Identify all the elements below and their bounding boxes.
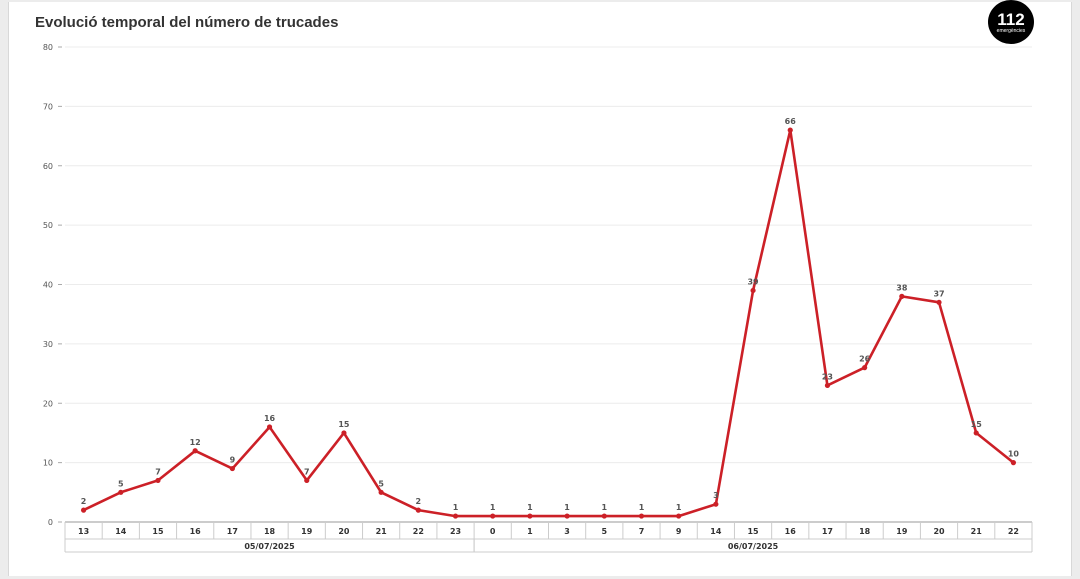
y-tick-label: 0 <box>48 518 53 527</box>
data-label: 1 <box>564 503 570 512</box>
data-point <box>750 287 756 294</box>
data-label: 2 <box>81 497 87 506</box>
x-tick-label: 16 <box>190 527 202 536</box>
y-tick-label: 40 <box>43 281 53 290</box>
data-label: 9 <box>230 456 236 465</box>
data-point <box>490 513 496 519</box>
x-tick-label: 7 <box>639 527 645 536</box>
chart-card <box>8 2 1072 576</box>
data-label: 15 <box>338 420 350 429</box>
data-point <box>415 507 421 513</box>
x-tick-label: 19 <box>896 527 908 536</box>
data-label: 1 <box>639 503 645 512</box>
x-tick-label: 3 <box>564 527 570 536</box>
x-tick-label: 14 <box>710 527 722 536</box>
series-line <box>83 128 1015 518</box>
data-point <box>713 501 719 507</box>
y-tick-label: 10 <box>43 459 53 468</box>
data-label: 39 <box>747 277 759 286</box>
data-label: 3 <box>713 491 719 500</box>
data-point <box>378 489 384 495</box>
data-label: 1 <box>453 503 459 512</box>
logo-subtitle: emergències <box>996 27 1026 34</box>
data-point <box>192 448 198 454</box>
x-tick-label: 21 <box>971 527 983 536</box>
data-label: 7 <box>304 467 310 476</box>
data-point <box>899 293 905 299</box>
data-point <box>676 513 682 519</box>
data-point <box>862 365 868 371</box>
data-point <box>304 477 310 484</box>
x-tick-label: 15 <box>747 527 759 536</box>
data-point <box>118 489 124 495</box>
x-tick-label: 0 <box>490 527 496 536</box>
y-tick-label: 60 <box>43 162 53 171</box>
x-tick-label: 16 <box>785 527 797 536</box>
x-tick-label: 15 <box>152 527 164 536</box>
data-point <box>1010 460 1017 466</box>
data-label: 66 <box>785 117 797 126</box>
data-label: 1 <box>676 503 682 512</box>
x-tick-label: 17 <box>227 527 238 536</box>
x-tick-label: 5 <box>601 527 607 536</box>
x-tick-label: 1 <box>527 527 533 536</box>
logo-number: 112 <box>997 9 1025 29</box>
data-label: 12 <box>190 438 201 447</box>
x-tick-label: 13 <box>78 527 89 536</box>
data-label: 7 <box>155 467 161 476</box>
data-point <box>452 513 459 519</box>
data-label: 10 <box>1008 450 1020 459</box>
y-tick-label: 20 <box>43 399 53 408</box>
data-point <box>638 513 645 519</box>
x-tick-label: 23 <box>450 527 461 536</box>
data-label: 26 <box>859 355 871 364</box>
data-point <box>266 424 273 430</box>
x-tick-label: 18 <box>264 527 276 536</box>
data-point <box>973 430 979 436</box>
data-point <box>787 127 793 133</box>
y-tick-label: 50 <box>43 221 53 230</box>
y-tick-label: 30 <box>43 340 53 349</box>
x-tick-label: 22 <box>413 527 424 536</box>
data-point <box>936 299 942 305</box>
data-label: 1 <box>601 503 607 512</box>
data-label: 23 <box>822 372 833 381</box>
x-tick-label: 14 <box>115 527 127 536</box>
data-label: 5 <box>118 479 124 488</box>
data-point <box>824 382 831 389</box>
x-tick-label: 17 <box>822 527 833 536</box>
data-label: 16 <box>264 414 276 423</box>
date-group-label: 05/07/2025 <box>244 542 295 551</box>
data-label: 15 <box>971 420 983 429</box>
data-label: 1 <box>490 503 496 512</box>
chart-title: Evolució temporal del número de trucades <box>35 14 339 31</box>
data-point <box>601 513 607 519</box>
data-label: 37 <box>933 289 944 298</box>
x-tick-label: 20 <box>933 527 945 536</box>
data-label: 5 <box>378 479 384 488</box>
y-tick-label: 80 <box>43 43 53 52</box>
data-label: 38 <box>896 283 908 292</box>
data-label: 1 <box>527 503 533 512</box>
x-tick-label: 9 <box>676 527 682 536</box>
data-label: 2 <box>416 497 422 506</box>
date-group-label: 06/07/2025 <box>728 542 779 551</box>
x-tick-label: 21 <box>376 527 388 536</box>
data-point <box>341 430 347 436</box>
data-point <box>155 477 161 484</box>
data-point <box>80 507 87 513</box>
x-tick-label: 19 <box>301 527 313 536</box>
emergency-112-logo: 112 emergències <box>988 0 1034 44</box>
y-tick-label: 70 <box>43 102 53 111</box>
x-tick-label: 22 <box>1008 527 1019 536</box>
data-point <box>229 465 235 472</box>
data-point <box>527 513 533 519</box>
x-tick-label: 18 <box>859 527 871 536</box>
x-tick-label: 20 <box>338 527 350 536</box>
data-point <box>564 513 570 519</box>
